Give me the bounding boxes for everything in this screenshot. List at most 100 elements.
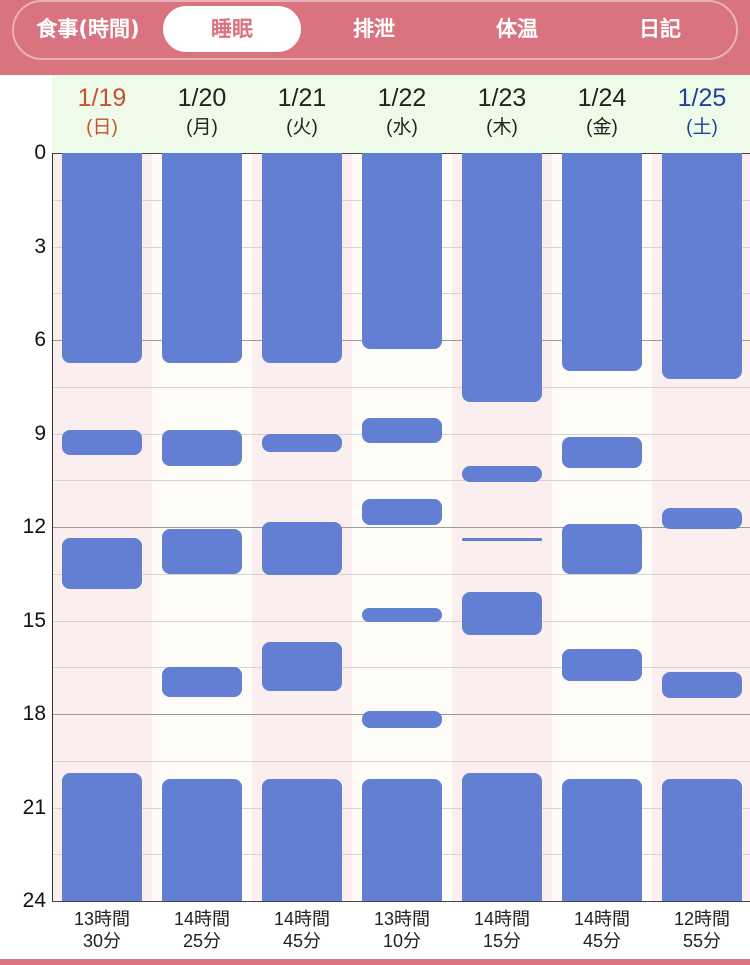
tab-excretion[interactable]: 排泄 [353,17,395,41]
sleep-bar[interactable] [562,779,642,901]
total-minutes: 45分 [582,931,622,951]
sleep-bar[interactable] [162,667,242,697]
gridline [52,574,750,575]
y-tick-label: 12 [22,515,46,538]
total-hours: 14時間 [173,909,231,929]
y-tick-label: 18 [22,702,46,725]
sleep-bar[interactable] [262,522,342,576]
day-date: 1/25 [677,84,727,112]
tab-meal[interactable]: 食事(時間) [36,17,140,41]
day-date: 1/24 [577,84,627,112]
gridline [52,527,750,528]
day-date: 1/23 [477,84,527,112]
total-hours: 12時間 [673,909,731,929]
sleep-bar[interactable] [262,779,342,901]
total-minutes: 10分 [382,931,422,951]
sleep-bar[interactable] [462,773,542,901]
y-tick-label: 3 [34,235,46,258]
tab-track [12,0,738,60]
gridline [52,480,750,481]
daily-sleep-total: 13時間 10分 [352,908,452,952]
tab-diary[interactable]: 日記 [639,17,681,41]
total-minutes: 45分 [282,931,322,951]
day-header: 1/23 (木) [452,82,552,142]
day-weekday: (土) [686,117,718,138]
day-weekday: (水) [386,117,418,138]
daily-sleep-total: 12時間 55分 [652,908,750,952]
sleep-bar[interactable] [662,153,742,379]
day-header: 1/21 (火) [252,82,352,142]
day-header: 1/25 (土) [652,82,750,142]
total-hours: 14時間 [273,909,331,929]
bottom-accent-bar [0,959,750,965]
day-weekday: (月) [186,117,218,138]
sleep-bar[interactable] [462,153,542,403]
y-tick-label: 9 [34,422,46,445]
sleep-bar[interactable] [462,537,542,542]
gridline [52,761,750,762]
day-date: 1/21 [277,84,327,112]
day-date: 1/19 [77,84,127,112]
sleep-bar[interactable] [662,671,742,699]
y-tick-label: 24 [22,889,46,912]
gridline [52,901,750,902]
total-minutes: 25分 [182,931,222,951]
day-header: 1/19 (日) [52,82,152,142]
total-minutes: 15分 [482,931,522,951]
total-hours: 13時間 [73,909,131,929]
day-header: 1/20 (月) [152,82,252,142]
sleep-bar[interactable] [362,779,442,901]
y-tick-label: 21 [22,796,46,819]
sleep-bar[interactable] [162,528,242,574]
sleep-bar[interactable] [262,153,342,364]
total-hours: 13時間 [373,909,431,929]
sleep-bar[interactable] [362,608,442,623]
total-minutes: 30分 [82,931,122,951]
sleep-bar[interactable] [462,592,542,635]
sleep-bar[interactable] [362,417,442,443]
daily-sleep-total: 14時間 45分 [552,908,652,952]
sleep-bar[interactable] [562,436,642,468]
sleep-bar[interactable] [162,430,242,467]
day-weekday: (木) [486,117,518,138]
gridline [52,667,750,668]
sleep-bar[interactable] [62,153,142,364]
day-date: 1/20 [177,84,227,112]
sleep-bar[interactable] [562,153,642,372]
sleep-bar[interactable] [62,773,142,901]
day-date: 1/22 [377,84,427,112]
day-weekday: (金) [586,117,618,138]
daily-sleep-total: 14時間 25分 [152,908,252,952]
sleep-bar[interactable] [62,537,142,590]
day-header: 1/22 (水) [352,82,452,142]
sleep-bar[interactable] [262,433,342,453]
tab-sleep[interactable]: 睡眠 [163,6,301,52]
sleep-bar[interactable] [362,710,442,729]
daily-sleep-total: 14時間 45分 [252,908,352,952]
sleep-bar[interactable] [362,498,442,526]
sleep-bar[interactable] [62,430,142,456]
sleep-bar[interactable] [462,466,542,482]
day-weekday: (火) [286,117,318,138]
y-tick-label: 6 [34,328,46,351]
daily-sleep-total: 14時間 15分 [452,908,552,952]
sleep-bar[interactable] [362,153,442,350]
gridline [52,387,750,388]
total-minutes: 55分 [682,931,722,951]
sleep-bar[interactable] [562,648,642,682]
total-hours: 14時間 [473,909,531,929]
sleep-bar[interactable] [662,508,742,529]
day-weekday: (日) [86,117,118,138]
sleep-bar[interactable] [262,642,342,691]
y-axis-line [52,153,53,901]
daily-sleep-total: 13時間 30分 [52,908,152,952]
tab-temperature[interactable]: 体温 [496,17,538,41]
total-hours: 14時間 [573,909,631,929]
category-tab-bar: 食事(時間) 睡眠 排泄 体温 日記 [0,0,750,75]
date-header-row [52,75,750,153]
sleep-bar[interactable] [662,779,742,901]
sleep-bar[interactable] [562,523,642,574]
sleep-bar[interactable] [162,779,242,901]
sleep-bar[interactable] [162,153,242,364]
